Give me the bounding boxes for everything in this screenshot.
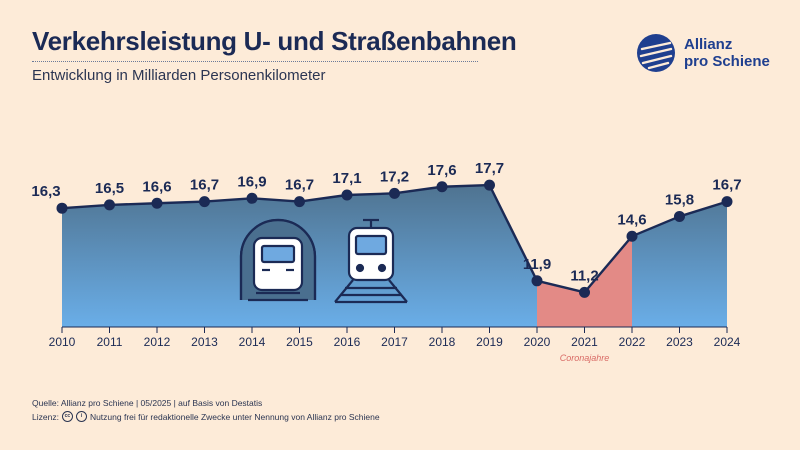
x-tick-label: 2016	[334, 335, 361, 349]
data-point	[721, 196, 733, 208]
data-label: 14,6	[617, 211, 646, 228]
data-point	[104, 199, 115, 211]
data-point	[484, 179, 495, 191]
data-point	[579, 286, 590, 298]
x-tick-label: 2014	[239, 335, 266, 349]
x-tick-label: 2021	[571, 335, 598, 349]
tram-icon	[334, 218, 408, 304]
data-point	[674, 210, 685, 222]
data-label: 16,7	[712, 177, 741, 194]
x-tick-label: 2024	[714, 335, 741, 349]
data-point	[341, 189, 353, 201]
attribution-icon: i	[75, 411, 87, 422]
license-label: Lizenz:	[32, 411, 59, 422]
data-point	[626, 230, 638, 242]
data-label: 17,7	[475, 160, 504, 177]
logo-line-1: Allianz	[684, 36, 733, 53]
x-tick-label: 2015	[286, 335, 313, 349]
x-tick-label: 2017	[381, 335, 408, 349]
data-label: 16,6	[142, 178, 171, 195]
page-subtitle: Entwicklung in Milliarden Personenkilome…	[32, 67, 326, 84]
subway-train-icon	[239, 218, 317, 302]
title-divider	[32, 61, 478, 62]
x-tick-label: 2023	[666, 335, 693, 349]
x-tick-label: 2020	[524, 335, 551, 349]
x-tick-label: 2018	[429, 335, 456, 349]
data-label: 17,2	[380, 168, 409, 185]
x-tick-label: 2011	[97, 335, 123, 349]
logo-wordmark: Allianz pro Schiene	[684, 36, 770, 70]
data-label: 16,7	[190, 177, 219, 194]
data-point	[199, 196, 210, 208]
data-label: 17,1	[332, 170, 361, 187]
license-text: Nutzung frei für redaktionelle Zwecke un…	[89, 411, 380, 422]
data-point	[246, 192, 258, 204]
x-tick-label: 2013	[191, 335, 218, 349]
corona-annotation: Coronajahre	[560, 353, 610, 363]
x-tick-label: 2010	[49, 335, 76, 349]
cc-icon: cc	[61, 411, 73, 422]
data-label: 16,7	[285, 177, 314, 194]
data-label: 15,8	[665, 191, 694, 208]
x-tick-label: 2012	[144, 335, 171, 349]
source-note: Quelle: Allianz pro Schiene | 05/2025 | …	[32, 398, 263, 408]
brand-logo: Allianz pro Schiene	[636, 33, 776, 77]
data-point	[294, 196, 305, 208]
data-point	[531, 275, 543, 287]
page-title: Verkehrsleistung U- und Straßenbahnen	[32, 26, 517, 56]
logo-icon	[637, 34, 675, 72]
license-note: Lizenz: cc i Nutzung frei für redaktione…	[32, 411, 380, 422]
data-label: 11,9	[523, 256, 551, 273]
x-tick-label: 2019	[476, 335, 503, 349]
corona-highlight-area	[537, 236, 632, 327]
data-label: 16,3	[31, 183, 60, 200]
data-label: 11,2	[570, 267, 598, 284]
data-point	[151, 197, 163, 209]
x-tick-label: 2022	[619, 335, 646, 349]
data-label: 16,5	[95, 180, 124, 197]
logo-line-2: pro Schiene	[684, 53, 770, 70]
data-label: 17,6	[427, 162, 456, 179]
data-point	[389, 187, 400, 199]
data-label: 16,9	[237, 173, 266, 190]
data-point	[436, 181, 448, 193]
data-point	[56, 202, 68, 214]
